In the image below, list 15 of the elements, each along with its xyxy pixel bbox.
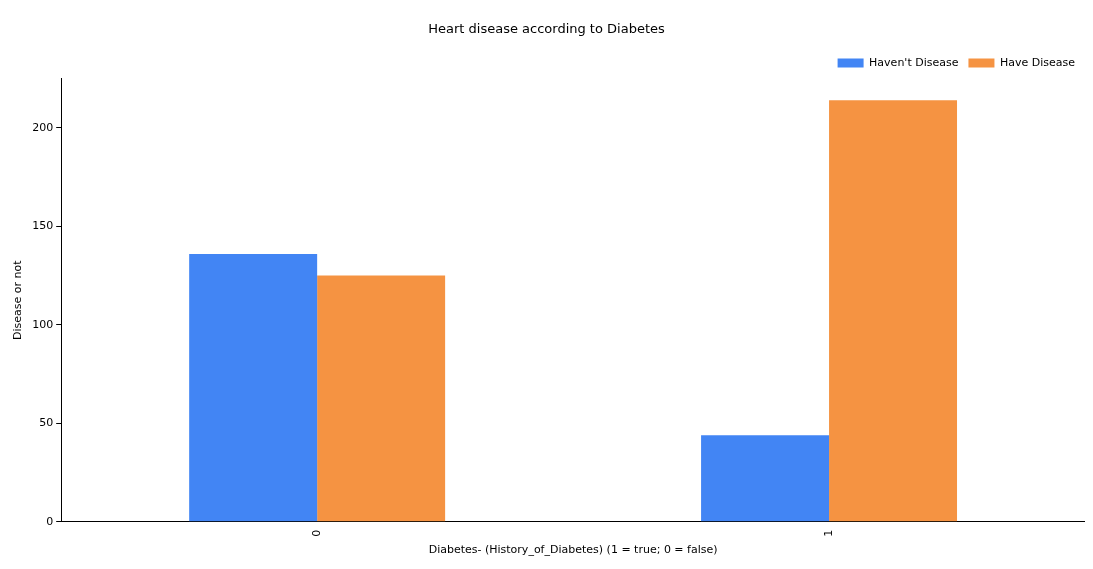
y-tick-label: 200 [32, 120, 54, 134]
bar [317, 275, 446, 522]
bar [829, 100, 958, 522]
y-tick-label: 150 [32, 219, 54, 233]
x-tick-label: 1 [821, 529, 835, 537]
y-tick-label: 100 [32, 317, 54, 331]
chart-title: Heart disease according to Diabetes [428, 21, 665, 37]
bar [189, 253, 318, 522]
y-axis-title: Disease or not [11, 259, 25, 340]
x-axis-title: Diabetes- (History_of_Diabetes) (1 = true; 0 = false) [428, 543, 718, 557]
legend-label: Haven't Disease [869, 55, 959, 69]
y-tick-label: 50 [39, 416, 54, 430]
y-tick-label: 0 [46, 514, 54, 528]
bar [701, 435, 830, 522]
legend-label: Have Disease [999, 55, 1076, 69]
